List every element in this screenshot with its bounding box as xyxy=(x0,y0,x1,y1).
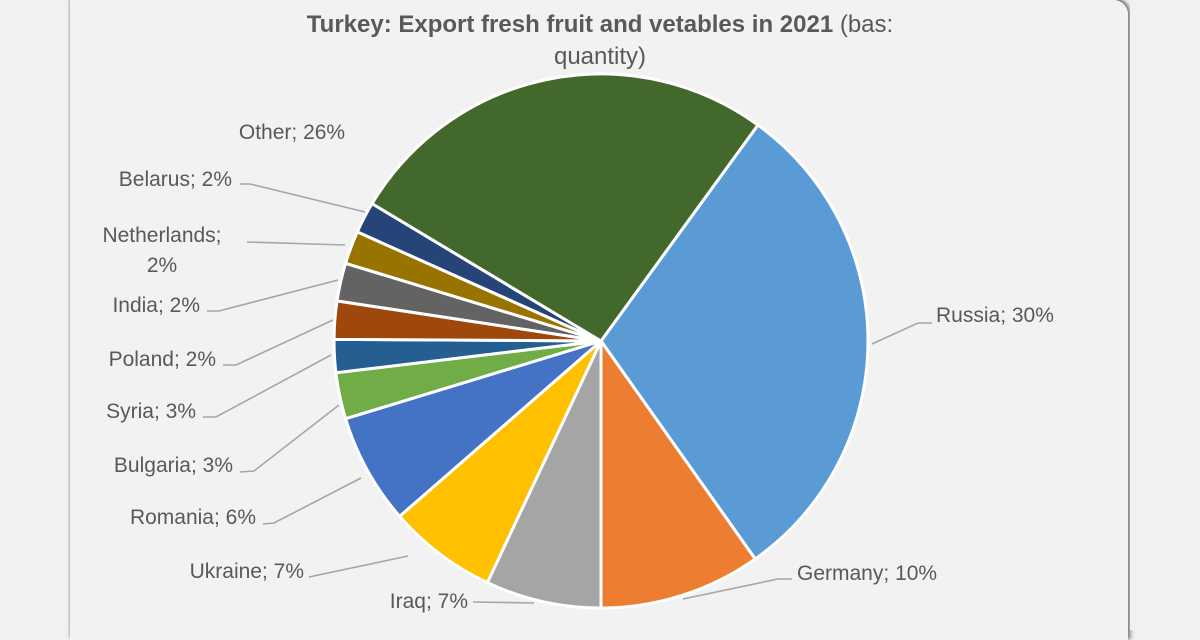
leader-line-germany xyxy=(682,578,792,600)
pie-slice-iraq xyxy=(485,339,603,610)
data-label-netherlands-line2: 2% xyxy=(147,254,177,277)
leader-line-ukraine xyxy=(308,555,409,578)
data-label-russia: Russia; 30% xyxy=(936,304,1054,327)
leader-line-syria xyxy=(203,354,332,418)
pie-slice-romania xyxy=(344,339,603,518)
data-label-other: Other; 26% xyxy=(239,121,345,144)
leader-line-belarus xyxy=(240,183,366,213)
data-label-belarus: Belarus; 2% xyxy=(119,168,232,191)
leader-line-poland xyxy=(223,319,334,366)
chart-title: Turkey: Export fresh fruit and vetables … xyxy=(0,9,1200,73)
pie-slice-germany xyxy=(599,339,757,610)
leader-line-netherlands xyxy=(246,241,346,246)
leader-line-russia xyxy=(871,322,932,345)
data-label-germany: Germany; 10% xyxy=(797,562,937,585)
data-label-netherlands: Netherlands; xyxy=(102,224,221,247)
chart-title-suffix: (bas: xyxy=(833,11,894,38)
chart-title-main: Turkey: Export fresh fruit and vetables … xyxy=(306,11,834,38)
data-label-iraq: Iraq; 7% xyxy=(390,590,468,613)
page-margin-left xyxy=(0,0,70,630)
pie-slice-ukraine xyxy=(398,339,603,585)
leader-line-romania xyxy=(262,477,362,525)
pie-slice-other xyxy=(370,72,760,343)
page-margin-right xyxy=(1130,0,1200,630)
leader-line-india xyxy=(207,279,339,312)
data-labels: Russia; 30% Germany; 10% Iraq; 7% Ukraine; … xyxy=(102,121,1053,613)
chart-title-line2: quantity) xyxy=(553,43,647,70)
leader-lines xyxy=(203,183,932,604)
data-label-ukraine: Ukraine; 7% xyxy=(190,560,304,583)
data-label-romania: Romania; 6% xyxy=(130,506,256,529)
data-label-poland: Poland; 2% xyxy=(109,348,216,371)
leader-line-bulgaria xyxy=(239,404,340,473)
pie-slice-russia xyxy=(599,123,870,561)
pie-slices xyxy=(332,72,870,610)
data-label-syria: Syria; 3% xyxy=(106,400,196,423)
leader-line-iraq xyxy=(472,601,535,604)
data-label-bulgaria: Bulgaria; 3% xyxy=(114,454,233,477)
data-label-india: India; 2% xyxy=(112,294,200,317)
